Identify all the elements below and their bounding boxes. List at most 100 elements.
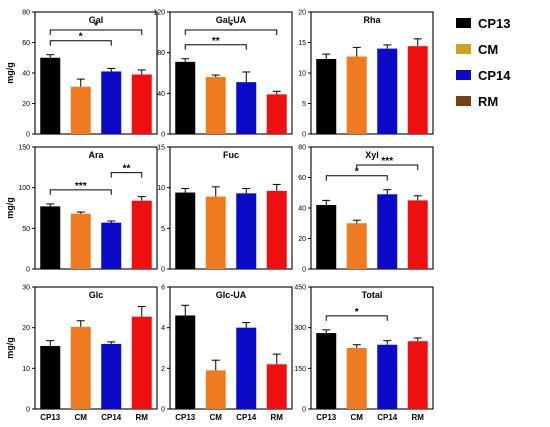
bar-cp14	[377, 48, 398, 134]
y-tick-label: 40	[298, 206, 306, 213]
y-tick-label: 2	[161, 366, 165, 373]
legend-label-cp13: CP13	[478, 16, 511, 31]
bar-cp14	[101, 222, 122, 269]
bar-cp14	[101, 71, 122, 134]
legend-swatch-rm	[456, 96, 471, 106]
x-tick-label: CM	[351, 413, 364, 422]
legend-swatch-cm	[456, 44, 471, 54]
significance-label: **	[123, 164, 131, 175]
bar-cp13	[175, 315, 196, 409]
y-tick-label: 20	[22, 325, 30, 332]
panel-rha: 0 5 10 15 20 Rha	[298, 10, 434, 139]
bar-cp14	[236, 82, 257, 134]
bar-rm	[131, 74, 152, 134]
bar-rm	[131, 316, 152, 409]
significance-label: ***	[75, 181, 87, 192]
bar-cm	[70, 326, 91, 409]
y-tick-label: 0	[26, 407, 30, 414]
panel-title: Ara	[88, 150, 104, 160]
panel-title: Xyl	[365, 150, 379, 160]
significance-bracket	[49, 29, 143, 35]
panel-fuc: 0 5 10 15 Fuc	[157, 145, 293, 274]
x-tick-label: CP13	[175, 413, 196, 422]
y-tick-label: 15	[298, 40, 306, 47]
panel-title: Glc-UA	[216, 290, 247, 300]
legend-label-cp14: CP14	[478, 68, 511, 83]
panel-title: Glc	[89, 290, 104, 300]
bar-cp14	[236, 327, 257, 409]
y-tick-label: 300	[294, 325, 306, 332]
x-tick-label: RM	[136, 413, 149, 422]
y-tick-label: 0	[161, 267, 165, 274]
y-tick-label: 0	[161, 132, 165, 139]
significance-bracket	[49, 40, 112, 46]
x-tick-label: CP13	[316, 413, 337, 422]
x-tick-label: CP14	[377, 413, 398, 422]
legend-swatch-cp14	[456, 70, 471, 80]
legend-label-cm: CM	[478, 42, 498, 57]
panel-total: 0 150 300 450 Total CP13 CM CP14 RM *	[294, 285, 434, 422]
panel-glc-ua: 0 2 4 6 Glc-UA CP13 CM CP14 RM	[161, 285, 293, 422]
significance-label: **	[212, 36, 220, 47]
bar-rm	[266, 190, 287, 269]
y-tick-label: 100	[18, 185, 30, 192]
bar-cp13	[40, 345, 61, 409]
y-axis-label: mg/g	[5, 62, 15, 84]
legend-swatch-cp13	[456, 18, 471, 28]
x-tick-label: CM	[75, 413, 88, 422]
bar-cm	[70, 86, 91, 134]
legend-label-rm: RM	[478, 94, 498, 109]
panel-title: Fuc	[223, 150, 239, 160]
y-tick-label: 40	[22, 71, 30, 78]
bar-cm	[346, 223, 367, 269]
x-tick-label: RM	[271, 413, 284, 422]
y-tick-label: 60	[298, 175, 306, 182]
significance-bracket	[49, 189, 112, 195]
bar-cp14	[377, 344, 398, 409]
y-tick-label: 30	[22, 285, 30, 292]
bar-rm	[407, 46, 428, 134]
panel-title: Gal-UA	[216, 15, 247, 25]
bar-rm	[266, 94, 287, 134]
y-tick-label: 0	[26, 132, 30, 139]
bar-cp14	[101, 343, 122, 409]
panel-title: Gal	[89, 15, 104, 25]
y-tick-label: 150	[294, 366, 306, 373]
bar-cm	[346, 348, 367, 409]
y-tick-label: 5	[302, 101, 306, 108]
y-tick-label: 80	[298, 145, 306, 152]
y-tick-label: 0	[161, 407, 165, 414]
bar-cm	[205, 77, 226, 134]
bar-cp13	[40, 206, 61, 269]
significance-bracket	[325, 175, 388, 181]
y-tick-label: 50	[22, 226, 30, 233]
y-tick-label: 6	[161, 285, 165, 292]
y-tick-label: 0	[302, 267, 306, 274]
y-tick-label: 120	[153, 10, 165, 17]
bar-cp13	[316, 333, 337, 409]
panels: 020406080Galmg/g**04080120Gal-UA***05101…	[5, 10, 434, 422]
significance-label: *	[79, 32, 83, 43]
bar-rm	[266, 364, 287, 409]
significance-label: *	[355, 167, 359, 178]
panel-title: Total	[362, 290, 383, 300]
y-tick-label: 10	[298, 71, 306, 78]
significance-label: *	[94, 21, 98, 32]
y-tick-label: 10	[157, 185, 165, 192]
y-tick-label: 60	[22, 40, 30, 47]
significance-label: *	[355, 307, 359, 318]
x-tick-label: CP13	[40, 413, 61, 422]
y-tick-label: 5	[161, 226, 165, 233]
y-tick-label: 80	[157, 50, 165, 57]
y-tick-label: 0	[302, 407, 306, 414]
y-axis-label: mg/g	[5, 197, 15, 219]
bar-cp13	[316, 58, 337, 134]
significance-label: ***	[381, 156, 393, 167]
bar-cp13	[175, 192, 196, 269]
significance-label: *	[229, 21, 233, 32]
bar-cm	[205, 196, 226, 269]
y-tick-label: 10	[22, 366, 30, 373]
